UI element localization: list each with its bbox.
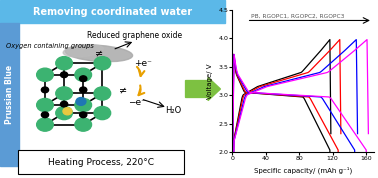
Text: ≠: ≠: [119, 86, 127, 96]
FancyArrow shape: [186, 77, 220, 101]
Text: ≠: ≠: [95, 48, 103, 58]
Circle shape: [94, 106, 111, 120]
Text: Reduced graphene oxide: Reduced graphene oxide: [87, 31, 183, 40]
Circle shape: [63, 108, 72, 115]
Ellipse shape: [63, 44, 103, 57]
Text: H₂O: H₂O: [165, 106, 181, 115]
Circle shape: [41, 87, 49, 93]
Text: Heating Process, 220°C: Heating Process, 220°C: [48, 158, 154, 167]
Circle shape: [94, 57, 111, 70]
Circle shape: [75, 118, 91, 131]
Ellipse shape: [65, 45, 133, 62]
Circle shape: [37, 68, 53, 81]
Circle shape: [37, 98, 53, 112]
Circle shape: [94, 87, 111, 100]
Circle shape: [56, 106, 73, 120]
FancyBboxPatch shape: [18, 150, 184, 174]
Text: PB, RGOPC1, RGOPC2, RGOPC3: PB, RGOPC1, RGOPC2, RGOPC3: [251, 13, 344, 18]
Y-axis label: Voltage/ V: Voltage/ V: [207, 63, 213, 99]
X-axis label: Specific capacity/ (mAh g⁻¹): Specific capacity/ (mAh g⁻¹): [254, 167, 352, 174]
Bar: [0, 23, 19, 166]
Text: Removing coordinated water: Removing coordinated water: [33, 7, 192, 17]
Text: Prussian Blue: Prussian Blue: [5, 65, 14, 124]
Circle shape: [60, 72, 68, 78]
Circle shape: [37, 118, 53, 131]
Circle shape: [80, 112, 87, 118]
Text: Oxygen containing groups: Oxygen containing groups: [6, 43, 93, 49]
Circle shape: [75, 98, 91, 112]
Circle shape: [80, 76, 87, 82]
Circle shape: [60, 101, 68, 107]
Bar: [0, 0, 225, 23]
Circle shape: [76, 98, 86, 105]
Circle shape: [41, 112, 49, 118]
Circle shape: [56, 57, 73, 70]
Circle shape: [56, 87, 73, 100]
Circle shape: [75, 68, 91, 81]
Text: +e⁻: +e⁻: [134, 59, 152, 68]
Circle shape: [80, 87, 87, 93]
Text: −e⁻: −e⁻: [128, 98, 146, 107]
